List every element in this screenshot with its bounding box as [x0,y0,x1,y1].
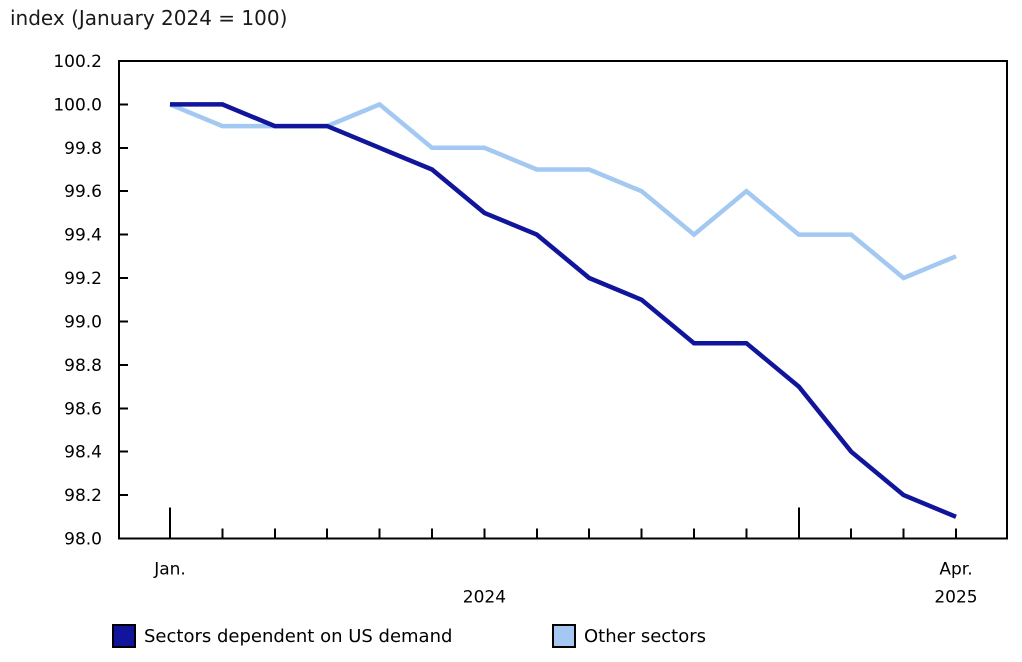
line-chart: 98.0 98.2 98.4 98.6 98.8 99.0 99.2 99.4 99.6 99.8… [53,52,1008,608]
x-axis-label-first-month: Jan. [153,560,186,580]
legend-item-us-demand: Sectors dependent on US demand [112,624,452,648]
legend-swatch-us-demand [112,624,136,648]
y-axis-tick-label: 98.8 [64,356,102,376]
legend-item-other-sectors: Other sectors [552,624,706,648]
y-axis-tick-label: 99.6 [64,182,102,202]
y-axis-tick-label: 99.0 [64,312,102,332]
legend-label-us-demand: Sectors dependent on US demand [144,625,453,647]
series-line-sectors-dependent-on-us-demand [170,102,957,519]
y-axis-tick-label: 99.8 [64,139,102,159]
legend-swatch-other-sectors [552,624,576,648]
y-axis-tick-label: 99.4 [64,226,102,246]
chart-title: index (January 2024 = 100) [10,6,288,30]
chart-legend: Sectors dependent on US demand Other sec… [0,624,1022,654]
x-axis-label-year-2025: 2025 [934,588,977,608]
plot-frame [118,60,1008,540]
series-line-other-sectors [169,101,957,281]
x-axis-label-year-2024: 2024 [463,588,506,608]
x-axis-label-last-month: Apr. [939,560,972,580]
y-axis-tick-label: 98.2 [64,486,102,506]
y-axis-tick-label: 98.6 [64,399,102,419]
y-axis-tick-label: 98.4 [64,443,102,463]
y-axis-tick-label: 99.2 [64,269,102,289]
y-axis-tick-label: 100.2 [53,52,102,72]
legend-label-other-sectors: Other sectors [584,625,707,647]
y-axis-tick-label: 98.0 [64,530,102,550]
y-axis-tick-label: 100.0 [53,95,102,115]
